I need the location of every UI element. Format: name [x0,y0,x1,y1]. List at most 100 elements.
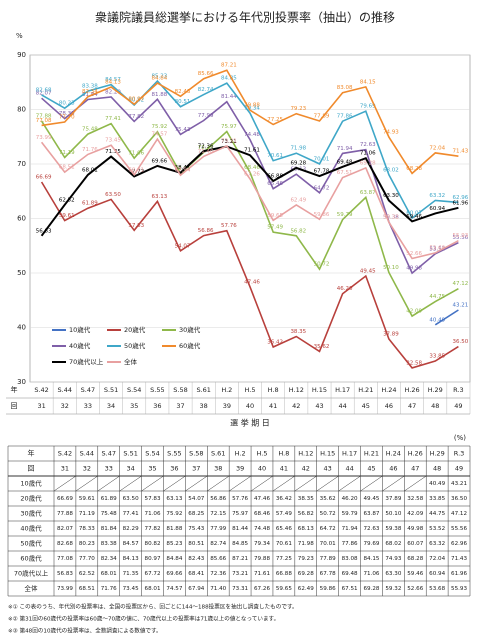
data-label: 84.84 [151,76,167,82]
data-label: 47.12 [453,281,469,287]
data-label: 71.61 [244,148,260,154]
legend-label: 20歳代 [124,325,146,334]
x-tick-label: H.17 [335,386,350,394]
table-cell: 57.49 [276,511,292,517]
table-cell: 77.08 [57,556,73,562]
data-label: 79.23 [290,106,306,112]
table-cell: 57.76 [232,496,248,502]
table-cell: 77.41 [123,511,139,517]
table-cell: 49.98 [407,526,423,532]
data-label: 61.96 [453,200,469,206]
table-empty-slash [272,475,295,492]
table-cell: 55.56 [451,526,467,532]
x-tick-label: S.44 [58,386,72,394]
data-label: 63.87 [360,190,376,196]
x-round-label: 32 [61,402,69,410]
data-label: 64.72 [314,185,330,191]
data-label: 71.06 [128,151,144,157]
table-cell: 71.35 [123,571,139,577]
table-cell: 53.68 [429,586,445,592]
table-cell: 67.26 [254,586,270,592]
table-cell: 68.46 [254,511,270,517]
data-label: 54.07 [175,243,191,249]
data-label: 43.21 [453,303,469,309]
x-tick-label: H.15 [312,386,327,394]
x-axis-label: 選 挙 期 日 [230,418,270,428]
table-cell: 72.63 [363,526,379,532]
data-label: 62.49 [290,197,306,203]
data-label: 44.75 [429,294,445,300]
data-label: 62.96 [453,195,469,201]
data-label: 74.48 [244,132,260,138]
data-label: 67.94 [175,168,191,174]
table-cell: 33.85 [429,496,445,502]
table-cell: 43.21 [451,481,467,487]
table-cell: 63.30 [385,571,401,577]
table-cell: 68.02 [385,541,401,547]
table-cell: 68.28 [407,556,423,562]
table-cell: 73.21 [232,571,248,577]
table-empty-slash [97,475,120,492]
table-round: 38 [214,465,222,473]
table-round: 32 [83,465,91,473]
x-tick-label: H.26 [405,386,420,394]
y-tick-label: 50 [17,269,26,277]
x-tick-label: S.47 [81,386,95,394]
table-cell: 40.49 [429,481,445,487]
table-cell: 79.23 [298,556,314,562]
data-label: 71.43 [453,149,469,155]
table-year: S.55 [167,450,181,458]
data-label: 77.99 [198,113,214,119]
table-round: 37 [192,465,200,473]
table-cell: 49.45 [363,496,379,502]
table-round: 39 [236,465,244,473]
data-label: 53.68 [429,245,445,251]
table-cell: 66.69 [57,496,73,502]
x-tick-label: H.21 [358,386,373,394]
data-label: 72.04 [429,145,445,151]
data-label: 68.46 [244,165,260,171]
data-label: 77.70 [59,115,75,121]
table-empty-slash [185,475,208,492]
x-tick-label: S.42 [34,386,48,394]
table-cell: 69.28 [298,571,314,577]
table-cell: 69.48 [342,571,358,577]
x-tick-label: S.54 [127,386,141,394]
data-label: 49.98 [406,266,422,272]
data-label: 68.25 [175,166,191,172]
x-tick-label: R.3 [453,386,464,394]
table-year: S.47 [102,450,116,458]
table-cell: 85.23 [166,541,182,547]
data-label: 53.52 [429,246,445,252]
data-label: 68.02 [383,167,399,173]
table-cell: 83.38 [101,541,117,547]
data-label: 65.46 [267,181,283,187]
table-cell: 36.42 [276,496,292,502]
table-cell: 77.82 [145,526,161,532]
x-tick-label: H.12 [289,386,304,394]
data-label: 55.56 [453,235,469,241]
table-round: 34 [126,465,134,473]
data-label: 68.28 [406,166,422,172]
table-empty-slash [207,475,230,492]
table-cell: 71.06 [145,511,161,517]
table-cell: 71.43 [451,556,467,562]
data-label: 35.62 [314,344,330,350]
x-round-label: 45 [362,402,370,410]
y-unit: % [16,32,23,40]
table-cell: 59.65 [276,586,292,592]
table-year: S.58 [189,450,203,458]
data-label: 59.65 [267,213,283,219]
x-round-label: 35 [130,402,138,410]
table-cell: 71.19 [79,511,95,517]
table-cell: 52.66 [407,586,423,592]
table-cell: 67.51 [342,586,358,592]
table-row-header: 50歳代 [20,539,42,548]
data-label: 63.30 [383,193,399,199]
table-cell: 59.79 [342,511,358,517]
data-label: 70.01 [314,156,330,162]
data-label: 63.32 [429,193,445,199]
table-cell: 73.99 [57,586,73,592]
x-round-label: 44 [338,402,346,410]
data-label: 59.86 [314,212,330,218]
